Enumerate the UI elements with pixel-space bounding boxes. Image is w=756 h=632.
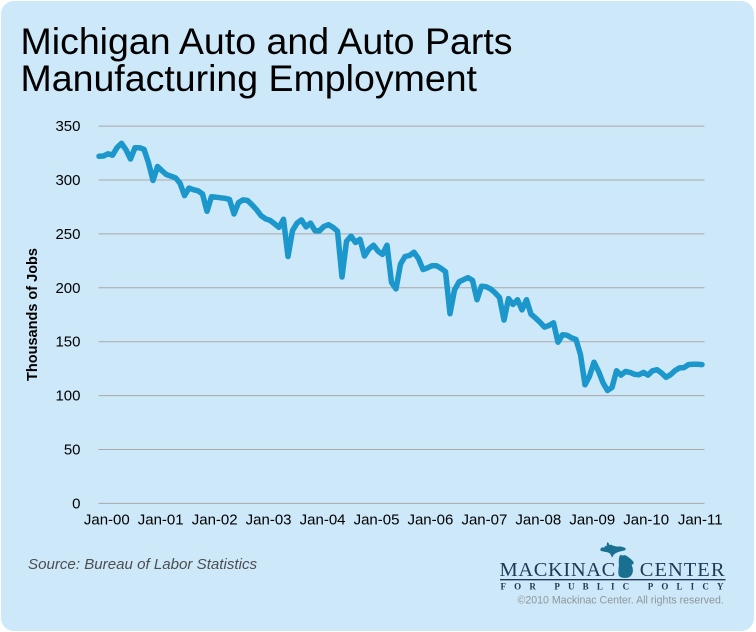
svg-text:Jan-03: Jan-03 [246, 512, 292, 529]
svg-text:50: 50 [64, 442, 81, 459]
svg-text:Jan-06: Jan-06 [407, 512, 453, 529]
svg-text:150: 150 [55, 334, 80, 351]
svg-text:Jan-00: Jan-00 [84, 512, 130, 529]
svg-text:250: 250 [55, 226, 80, 243]
svg-text:Jan-01: Jan-01 [138, 512, 184, 529]
svg-text:Jan-02: Jan-02 [192, 512, 238, 529]
svg-text:Thousands of Jobs: Thousands of Jobs [25, 248, 41, 381]
svg-text:Jan-09: Jan-09 [569, 512, 615, 529]
svg-text:FOR PUBLIC POLICY: FOR PUBLIC POLICY [501, 581, 725, 591]
svg-text:300: 300 [55, 172, 80, 189]
svg-text:Jan-10: Jan-10 [623, 512, 669, 529]
svg-text:Jan-08: Jan-08 [515, 512, 561, 529]
svg-text:350: 350 [55, 118, 80, 135]
svg-text:CENTER: CENTER [640, 559, 726, 581]
svg-text:©2010 Mackinac Center. All rig: ©2010 Mackinac Center. All rights reserv… [518, 594, 724, 606]
svg-text:MACKINAC: MACKINAC [500, 559, 616, 581]
svg-text:0: 0 [72, 495, 80, 512]
svg-text:200: 200 [55, 280, 80, 297]
svg-text:Jan-04: Jan-04 [300, 512, 346, 529]
svg-text:Jan-11: Jan-11 [678, 512, 723, 529]
svg-text:100: 100 [55, 388, 80, 405]
svg-text:Jan-07: Jan-07 [461, 512, 507, 529]
svg-text:Jan-05: Jan-05 [354, 512, 400, 529]
